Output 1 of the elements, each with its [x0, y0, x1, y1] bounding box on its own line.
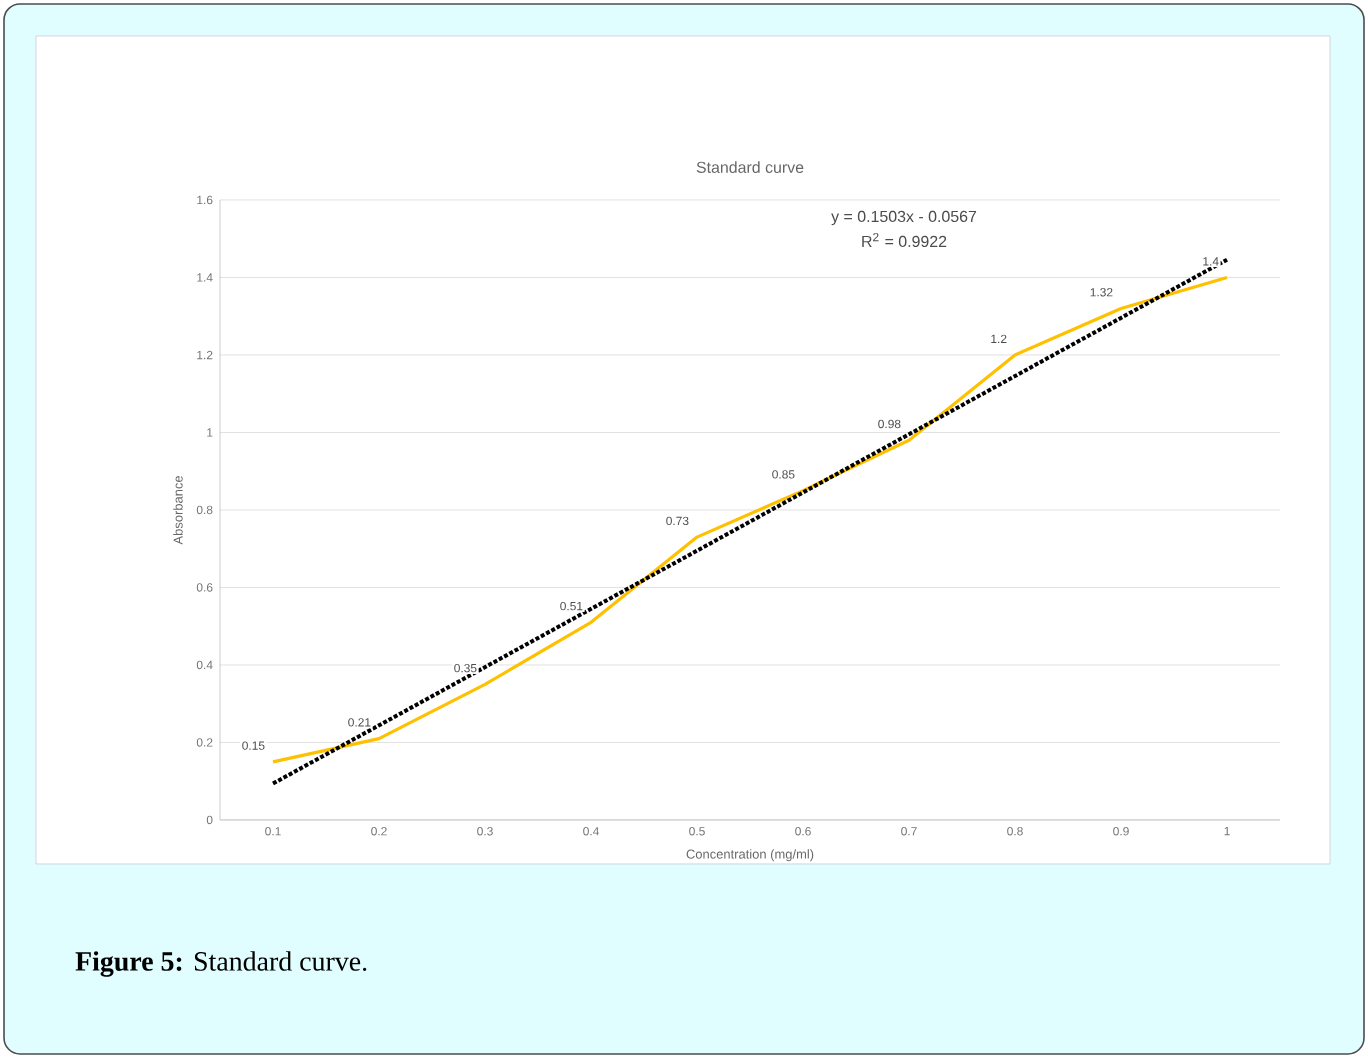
text: Figure 5: Standard curve.: [75, 951, 367, 977]
